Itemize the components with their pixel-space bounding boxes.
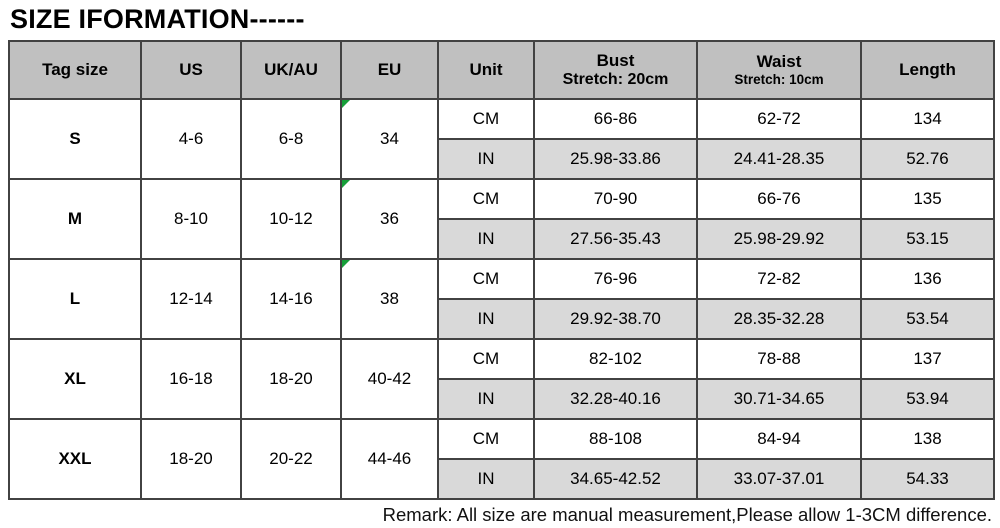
- remark-text: Remark: All size are manual measurement,…: [382, 504, 992, 525]
- waist-in-cell: 28.35-32.28: [696, 298, 862, 340]
- eu-size-value: 36: [380, 209, 399, 228]
- bust-cm-cell: 76-96: [533, 258, 698, 300]
- waist-cm-cell: 72-82: [696, 258, 862, 300]
- table-row: IN 25.98-33.86 24.41-28.35 52.76: [9, 138, 995, 180]
- bust-in-cell: 34.65-42.52: [533, 458, 698, 500]
- table-row: L 12-14 14-16 38 CM 76-96 72-82 136: [8, 258, 995, 340]
- eu-size-value: 40-42: [367, 369, 412, 388]
- eu-size-value: 44-46: [367, 449, 412, 468]
- header-row: Tag size US UK/AU EU Unit Bust Stretch: …: [8, 40, 995, 100]
- uk-au-size-cell: 10-12: [240, 178, 342, 260]
- bust-in-cell: 27.56-35.43: [533, 218, 698, 260]
- us-size-cell: 18-20: [140, 418, 242, 500]
- uk-au-size-cell: 20-22: [240, 418, 342, 500]
- bust-cm-cell: 70-90: [533, 178, 698, 220]
- table-row: XXL 18-20 20-22 44-46 CM 88-108 84-94 13…: [8, 418, 995, 500]
- unit-cell: IN: [437, 378, 535, 420]
- unit-cell: IN: [437, 298, 535, 340]
- length-cm-cell: 136: [860, 258, 995, 300]
- length-in-cell: 52.76: [860, 138, 995, 180]
- bust-stretch-note: Stretch: 20cm: [562, 71, 669, 88]
- table-row: M 8-10 10-12 36 CM 70-90 66-76 135: [8, 178, 995, 260]
- us-size-cell: 12-14: [140, 258, 242, 340]
- waist-cm-cell: 66-76: [696, 178, 862, 220]
- cell-error-indicator-icon: [343, 101, 350, 108]
- bust-in-cell: 25.98-33.86: [533, 138, 698, 180]
- table-row: IN 27.56-35.43 25.98-29.92 53.15: [9, 218, 995, 260]
- table-row: IN 29.92-38.70 28.35-32.28 53.54: [9, 298, 995, 340]
- length-in-cell: 53.54: [860, 298, 995, 340]
- tag-size-cell: M: [8, 178, 142, 260]
- us-size-cell: 16-18: [140, 338, 242, 420]
- tag-size-cell: XL: [8, 338, 142, 420]
- unit-cell: CM: [437, 258, 535, 300]
- col-header-bust: Bust Stretch: 20cm: [533, 40, 698, 100]
- unit-cell: IN: [437, 458, 535, 500]
- unit-cell: CM: [437, 178, 535, 220]
- length-in-cell: 53.94: [860, 378, 995, 420]
- col-header-eu: EU: [340, 40, 439, 100]
- bust-cm-cell: 82-102: [533, 338, 698, 380]
- length-cm-cell: 135: [860, 178, 995, 220]
- waist-in-cell: 24.41-28.35: [696, 138, 862, 180]
- unit-cell: CM: [437, 418, 535, 460]
- eu-size-cell: 44-46: [340, 418, 439, 500]
- unit-cell: CM: [437, 98, 535, 140]
- eu-size-cell: 38: [340, 258, 439, 340]
- cell-error-indicator-icon: [343, 261, 350, 268]
- eu-size-cell: 40-42: [340, 338, 439, 420]
- eu-size-value: 34: [380, 129, 399, 148]
- tag-size-cell: XXL: [8, 418, 142, 500]
- length-cm-cell: 134: [860, 98, 995, 140]
- waist-stretch-note: Stretch: 10cm: [734, 72, 824, 88]
- length-cm-cell: 138: [860, 418, 995, 460]
- length-in-cell: 53.15: [860, 218, 995, 260]
- uk-au-size-cell: 18-20: [240, 338, 342, 420]
- col-header-uk-au: UK/AU: [240, 40, 342, 100]
- col-header-us: US: [140, 40, 242, 100]
- bust-in-cell: 32.28-40.16: [533, 378, 698, 420]
- col-header-waist: Waist Stretch: 10cm: [696, 40, 862, 100]
- eu-size-cell: 36: [340, 178, 439, 260]
- waist-cm-cell: 84-94: [696, 418, 862, 460]
- us-size-cell: 8-10: [140, 178, 242, 260]
- waist-in-cell: 30.71-34.65: [696, 378, 862, 420]
- waist-in-cell: 33.07-37.01: [696, 458, 862, 500]
- waist-in-cell: 25.98-29.92: [696, 218, 862, 260]
- table-row: XL 16-18 18-20 40-42 CM 82-102 78-88 137: [8, 338, 995, 420]
- col-header-tag-size: Tag size: [8, 40, 142, 100]
- size-chart-table: Tag size US UK/AU EU Unit Bust Stretch: …: [8, 40, 995, 500]
- uk-au-size-cell: 14-16: [240, 258, 342, 340]
- length-in-cell: 54.33: [860, 458, 995, 500]
- bust-label: Bust: [596, 50, 635, 70]
- col-header-length: Length: [860, 40, 995, 100]
- col-header-unit: Unit: [437, 40, 535, 100]
- unit-cell: IN: [437, 138, 535, 180]
- waist-cm-cell: 78-88: [696, 338, 862, 380]
- table-row: S 4-6 6-8 34 CM 66-86 62-72 134: [8, 98, 995, 180]
- eu-size-value: 38: [380, 289, 399, 308]
- cell-error-indicator-icon: [343, 181, 350, 188]
- waist-label: Waist: [756, 52, 802, 72]
- unit-cell: CM: [437, 338, 535, 380]
- bust-in-cell: 29.92-38.70: [533, 298, 698, 340]
- waist-cm-cell: 62-72: [696, 98, 862, 140]
- table-row: IN 34.65-42.52 33.07-37.01 54.33: [9, 458, 995, 500]
- bust-cm-cell: 88-108: [533, 418, 698, 460]
- uk-au-size-cell: 6-8: [240, 98, 342, 180]
- length-cm-cell: 137: [860, 338, 995, 380]
- unit-cell: IN: [437, 218, 535, 260]
- page-title: SIZE IFORMATION------: [10, 4, 305, 34]
- bust-cm-cell: 66-86: [533, 98, 698, 140]
- eu-size-cell: 34: [340, 98, 439, 180]
- tag-size-cell: S: [8, 98, 142, 180]
- tag-size-cell: L: [8, 258, 142, 340]
- us-size-cell: 4-6: [140, 98, 242, 180]
- table-row: IN 32.28-40.16 30.71-34.65 53.94: [9, 378, 995, 420]
